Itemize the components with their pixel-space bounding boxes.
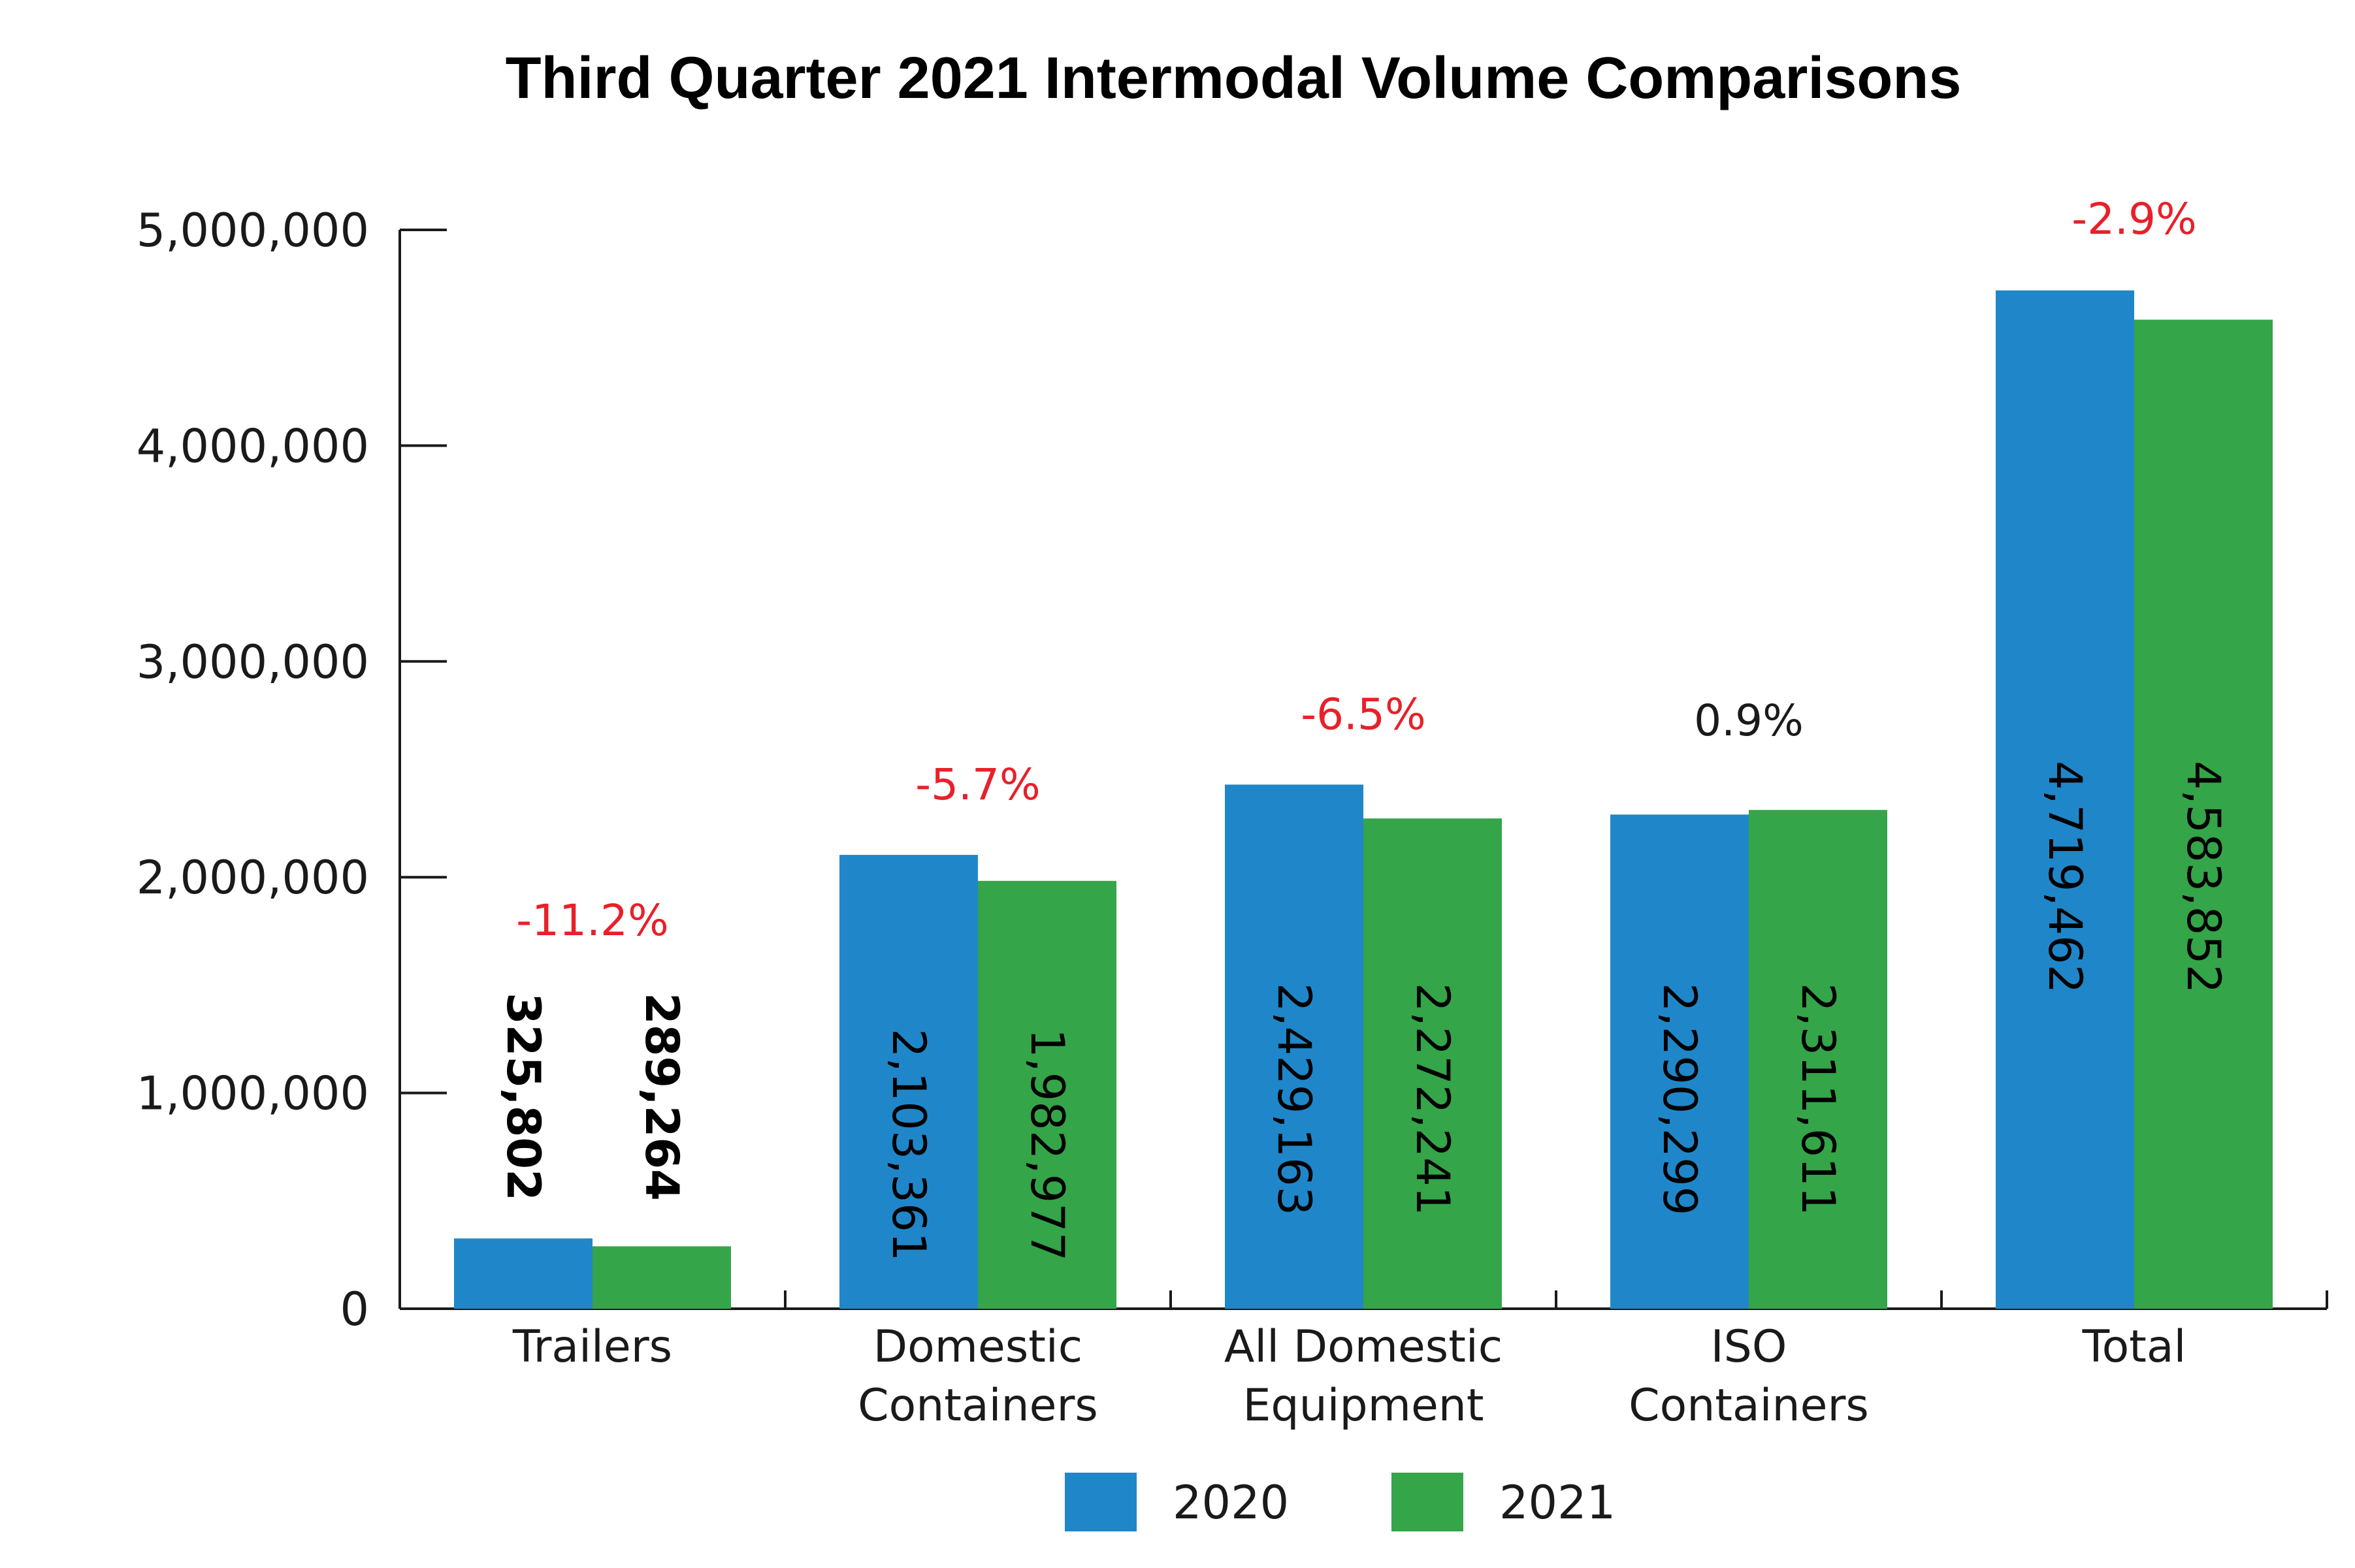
x-tick-label: Domestic xyxy=(873,1321,1082,1373)
legend-label-2021: 2021 xyxy=(1499,1476,1616,1529)
legend-swatch-2020 xyxy=(1065,1473,1137,1531)
value-label-2020: 2,103,361 xyxy=(882,1029,935,1261)
x-tick-label: All Domestic xyxy=(1224,1321,1502,1373)
bar-2020 xyxy=(839,855,978,1309)
bar-2021 xyxy=(2134,319,2273,1309)
bar-2020 xyxy=(1225,784,1363,1309)
bar-2020 xyxy=(1610,814,1749,1309)
x-tick-label: ISO xyxy=(1711,1321,1787,1373)
change-label: -2.9% xyxy=(2071,194,2197,244)
y-tick-label: 1,000,000 xyxy=(137,1067,369,1121)
value-label-2021: 2,272,241 xyxy=(1406,983,1459,1215)
bar-2021 xyxy=(1749,810,1887,1309)
bar-2021 xyxy=(1363,818,1502,1309)
value-label-2021: 289,264 xyxy=(635,993,689,1201)
x-axis: Trailers Domestic Containers All Domestic Eq… xyxy=(400,1290,2328,1432)
bar-2021 xyxy=(593,1246,731,1309)
change-label: 0.9% xyxy=(1694,696,1804,746)
value-labels: 325,802 289,264 2,103,361 1,982,977 2,429,16… xyxy=(496,761,2230,1261)
x-tick-label: Containers xyxy=(1629,1380,1869,1432)
legend-label-2020: 2020 xyxy=(1173,1476,1289,1529)
value-label-2020: 2,429,163 xyxy=(1267,983,1321,1215)
chart-title: Third Quarter 2021 Intermodal Volume Com… xyxy=(506,46,1962,111)
value-label-2020: 325,802 xyxy=(496,993,550,1201)
change-label: -5.7% xyxy=(915,760,1041,810)
value-label-2021: 2,311,611 xyxy=(1791,983,1845,1215)
bar-2021 xyxy=(978,880,1116,1309)
change-labels: -11.2% -5.7% -6.5% 0.9% -2.9% xyxy=(516,194,2196,946)
y-tick-label: 0 xyxy=(340,1283,369,1336)
x-tick-label: Trailers xyxy=(512,1321,672,1373)
y-tick-label: 5,000,000 xyxy=(137,204,369,257)
y-tick-label: 4,000,000 xyxy=(137,419,369,473)
x-tick-label: Equipment xyxy=(1242,1380,1484,1432)
y-tick-label: 3,000,000 xyxy=(137,635,369,689)
value-label-2021: 4,583,852 xyxy=(2177,761,2230,993)
y-axis: 0 1,000,000 2,000,000 3,000,000 4,000,000 5,0… xyxy=(137,204,447,1336)
value-label-2020: 2,290,299 xyxy=(1653,983,1706,1215)
x-tick-label: Total xyxy=(2082,1321,2186,1373)
legend: 2020 2021 xyxy=(1065,1473,1616,1531)
legend-swatch-2021 xyxy=(1391,1473,1463,1531)
value-label-2020: 4,719,462 xyxy=(2038,761,2092,993)
value-label-2021: 1,982,977 xyxy=(1020,1029,1074,1261)
bar-2020 xyxy=(1996,290,2134,1309)
y-tick-label: 2,000,000 xyxy=(137,851,369,904)
x-tick-label: Containers xyxy=(858,1380,1098,1432)
change-label: -6.5% xyxy=(1301,689,1426,739)
bars xyxy=(454,290,2273,1309)
change-label: -11.2% xyxy=(516,895,668,946)
bar-2020 xyxy=(454,1238,593,1309)
